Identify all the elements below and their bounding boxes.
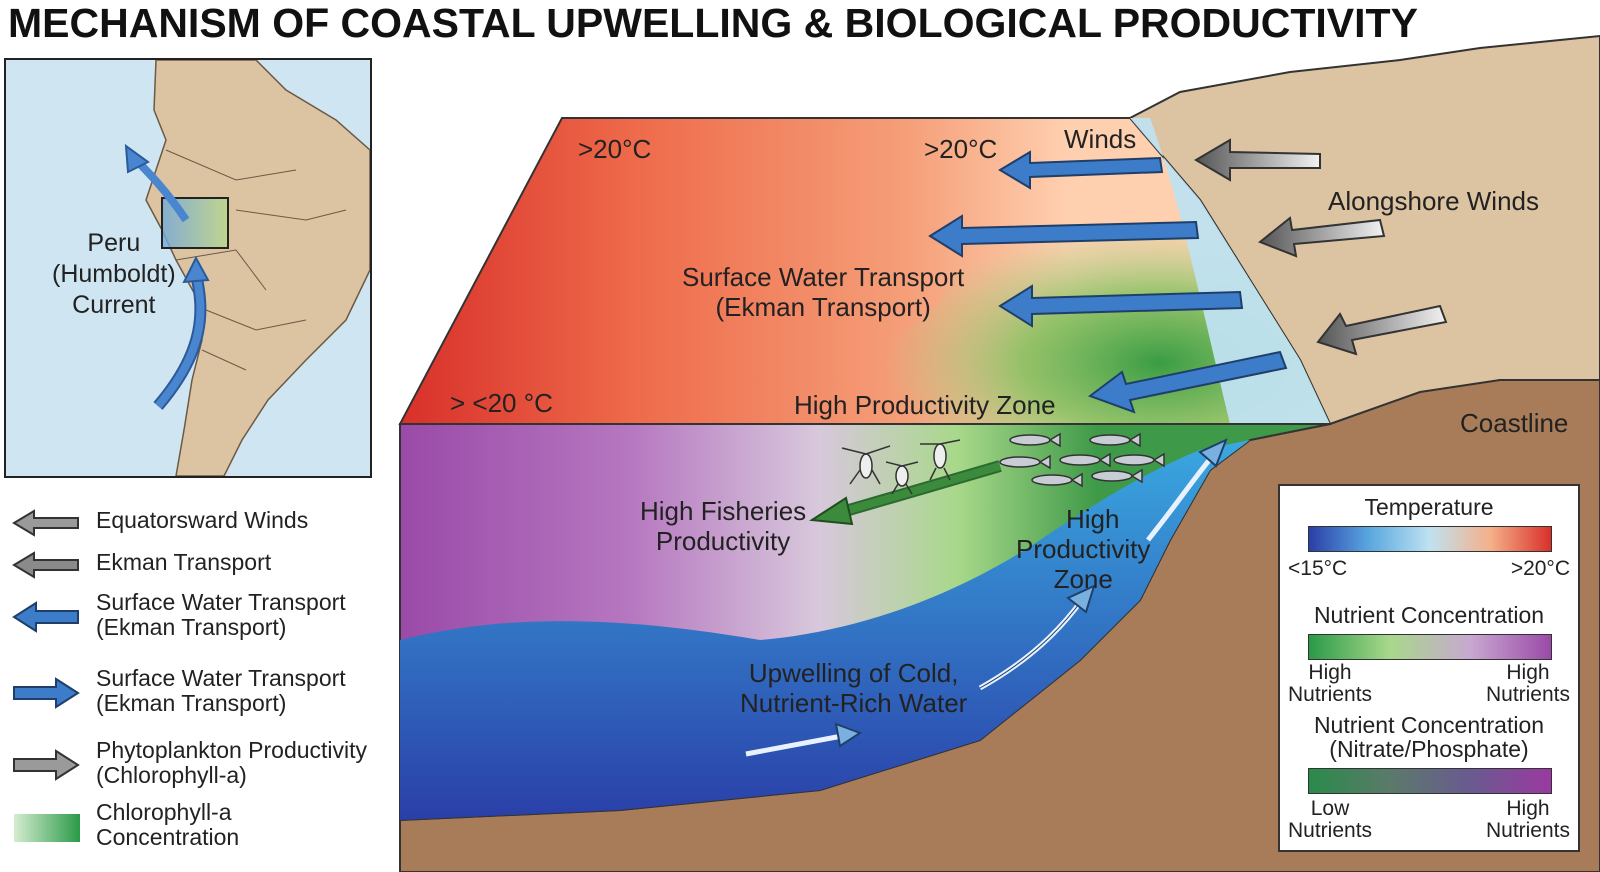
nitrate-gradient-bar: [1308, 768, 1552, 794]
legend-label: Surface Water Transport (Ekman Transport…: [96, 590, 346, 640]
coastline-label: Coastline: [1460, 408, 1569, 438]
legend-line-1: Phytoplankton Productivity: [96, 737, 368, 763]
high-productivity-sub-label: High Productivity Zone: [1016, 504, 1150, 594]
legend-line-2: (Ekman Transport): [96, 690, 287, 716]
winds-label: Winds: [1064, 124, 1137, 154]
hp-sub-line-3: Zone: [1053, 564, 1113, 594]
green-gradient-swatch-icon: [14, 814, 80, 842]
nitrate-low-line-1: Low: [1310, 797, 1350, 820]
temperature-gradient-bar: [1308, 526, 1552, 552]
fisheries-arrow: [809, 460, 1002, 526]
legend-item: Ekman Transport: [12, 550, 271, 585]
gray-left-arrow-icon: [12, 509, 79, 537]
gray-left-arrow-icon: [12, 551, 79, 579]
surface-transport-line-2: (Ekman Transport): [715, 292, 931, 322]
temperature-key-title: Temperature: [1364, 494, 1494, 520]
nutrient-low-line-2: Nutrients: [1288, 683, 1373, 706]
legend-item: Chlorophyll-a Concentration: [12, 800, 239, 850]
upwelling-label: Upwelling of Cold, Nutrient-Rich Water: [740, 658, 967, 718]
zooplankton-icon: [841, 439, 961, 495]
high-fisheries-label: High Fisheries Productivity: [640, 496, 806, 556]
temperature-high-label: >20°C: [1510, 557, 1570, 580]
cold-upwelling-water: [400, 440, 1250, 820]
high-fisheries-line-1: High Fisheries: [640, 496, 807, 526]
temp-left-edge-label: > <20 °C: [450, 388, 553, 418]
nutrient-high-line-1: High: [1506, 661, 1550, 684]
legend-line-2: (Chlorophyll-a): [96, 762, 247, 788]
wind-arrow-1: [1194, 138, 1321, 182]
temp-top-mid-label: >20°C: [924, 134, 998, 164]
legend-line-1: Surface Water Transport: [96, 665, 346, 691]
nitrate-high-line-2: Nutrients: [1485, 819, 1570, 842]
nutrient-high-line-2: Nutrients: [1485, 683, 1570, 706]
temperature-low-label: <15°C: [1288, 557, 1348, 580]
legend-label: Equatorsward Winds: [96, 507, 309, 533]
south-america-map: [124, 60, 370, 476]
nutrient-key-title: Nutrient Concentration: [1313, 602, 1545, 628]
alongshore-winds-label: Alongshore Winds: [1328, 186, 1539, 216]
nutrient-low-label: High Nutrients: [1288, 662, 1372, 706]
nitrate-key-title: Nutrient Concentration: [1313, 712, 1545, 738]
surface-arrow-3: [998, 284, 1244, 328]
nitrate-low-label: Low Nutrients: [1288, 798, 1372, 842]
fish-school-icon: [999, 432, 1165, 488]
legend-line-2: Concentration: [96, 824, 240, 850]
current-label: Peru (Humboldt) Current: [52, 228, 176, 321]
upwelling-line-2: Nutrient-Rich Water: [740, 688, 968, 718]
surface-arrow-1: [998, 150, 1164, 190]
blue-right-arrow-icon: [13, 677, 80, 709]
blue-left-arrow-icon: [12, 601, 79, 633]
legend-item: Surface Water Transport (Ekman Transport…: [12, 666, 346, 716]
upwelling-arrows: [745, 438, 1228, 757]
temp-top-left-label: >20°C: [578, 134, 652, 164]
nitrate-high-label: High Nutrients: [1486, 798, 1570, 842]
hp-sub-line-1: High: [1066, 504, 1120, 534]
legend-label: Phytoplankton Productivity (Chlorophyll-…: [96, 738, 367, 788]
surface-arrow-4: [1087, 350, 1288, 414]
legend-line-1: Surface Water Transport: [96, 589, 346, 615]
surface-transport-line-1: Surface Water Transport: [682, 262, 965, 292]
color-key: Temperature <15°C >20°C Nutrient Concent…: [1278, 484, 1580, 852]
nutrient-low-line-1: High: [1308, 661, 1352, 684]
surface-transport-arrows: [928, 150, 1288, 414]
legend-item: Phytoplankton Productivity (Chlorophyll-…: [12, 738, 367, 788]
nutrient-high-label: High Nutrients: [1486, 662, 1570, 706]
page-title: MECHANISM OF COASTAL UPWELLING & BIOLOGI…: [8, 0, 1418, 46]
legend-line-1: Chlorophyll-a: [96, 799, 232, 825]
legend-item: Surface Water Transport (Ekman Transport…: [12, 590, 346, 640]
south-america-landmass: [145, 60, 370, 476]
hp-sub-line-2: Productivity: [1016, 534, 1151, 564]
legend-label: Chlorophyll-a Concentration: [96, 800, 239, 850]
gray-right-arrow-icon: [13, 749, 80, 781]
legend-line-2: (Ekman Transport): [96, 614, 287, 640]
legend-label: Surface Water Transport (Ekman Transport…: [96, 666, 346, 716]
nitrate-low-line-2: Nutrients: [1288, 819, 1373, 842]
legend-item: Equatorsward Winds: [12, 508, 308, 543]
upwelling-line-1: Upwelling of Cold,: [748, 658, 959, 688]
surface-arrow-2: [928, 214, 1200, 258]
nitrate-key-subtitle: (Nitrate/Phosphate): [1329, 736, 1529, 762]
high-fisheries-line-2: Productivity: [655, 526, 791, 556]
surface-transport-label: Surface Water Transport (Ekman Transport…: [682, 262, 964, 322]
wind-arrow-3: [1316, 304, 1448, 356]
nitrate-high-line-1: High: [1506, 797, 1550, 820]
current-label-line-2: (Humboldt): [52, 260, 176, 288]
high-productivity-surface-label: High Productivity Zone: [794, 390, 1056, 420]
current-label-line-3: Current: [72, 291, 156, 319]
nutrient-gradient-bar: [1308, 634, 1552, 660]
legend-label: Ekman Transport: [96, 549, 272, 575]
current-label-line-1: Peru: [87, 229, 141, 257]
alongshore-wind-arrows: [1194, 138, 1448, 356]
inset-map: Peru (Humboldt) Current: [4, 58, 372, 478]
wind-arrow-2: [1258, 216, 1386, 258]
